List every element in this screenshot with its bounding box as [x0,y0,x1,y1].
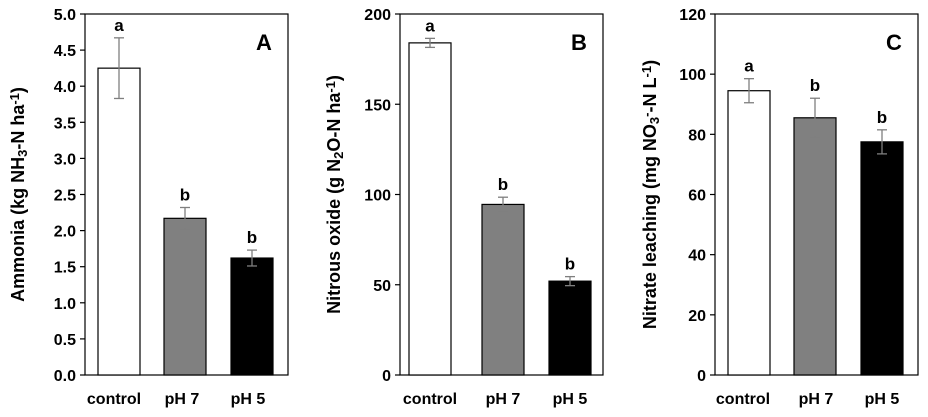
significance-letter: b [180,185,190,204]
y-axis-label-part: - [639,112,654,116]
y-axis-label-part: 3 [15,150,30,157]
bar [408,42,452,376]
y-axis-label-part: 2 [331,152,346,159]
y-tick-label: 1.0 [54,296,76,313]
bar [97,67,141,376]
y-tick-label: 2.0 [54,224,76,241]
y-tick-label: 3.5 [54,115,76,132]
y-tick-label: 0 [697,368,706,385]
y-axis-label-part: -N L [640,77,660,112]
significance-letter: b [810,76,820,95]
y-tick-label: 5.0 [54,7,76,24]
y-tick-label: 1.5 [54,260,76,277]
significance-letter: b [565,255,575,274]
y-tick-label: 4.5 [54,43,76,60]
y-tick-label: 2.5 [54,188,76,205]
y-axis-label-part: ) [8,87,28,93]
significance-letter: a [744,57,754,76]
x-tick-label: pH 7 [486,391,521,408]
significance-letter: a [114,16,124,35]
x-tick-label: pH 7 [799,391,834,408]
y-tick-label: 120 [679,7,706,24]
y-tick-label: 4.0 [54,79,76,96]
x-tick-label: pH 5 [231,391,266,408]
y-axis-label-part: -1 [639,66,654,78]
y-axis-label-part: O-N ha [324,92,344,152]
y-axis-label-part: Nitrous oxide (g N [324,159,344,314]
significance-letter: b [247,228,257,247]
bar [548,280,592,376]
bar [163,217,207,376]
y-tick-label: 200 [364,7,391,24]
y-tick-label: 100 [364,188,391,205]
y-axis-label-part: Ammonia (kg NH [8,157,28,302]
y-axis-label-part: Nitrate leaching (mg NO [640,124,660,329]
y-tick-label: 80 [688,127,706,144]
panel-label: A [256,30,272,55]
y-tick-label: 40 [688,248,706,265]
x-tick-label: pH 5 [865,391,900,408]
x-tick-label: pH 5 [553,391,588,408]
bar [230,257,274,376]
bar [860,141,904,376]
chart-panel-c: 0 20 40 60 80 100 120 a control b pH 7 b pH 5 C Nitrat… [639,7,919,408]
y-axis-label-part: ) [324,75,344,81]
y-axis-label: Ammonia (kg NH3-N ha-1) [7,87,30,302]
x-tick-label: control [403,391,457,408]
chart-panel-a: 0.0 0.5 1.0 1.5 2.0 2.5 3.0 3.5 4.0 4.5 5.0 a contro… [7,7,289,408]
y-tick-label: 100 [679,67,706,84]
y-tick-label: 0.0 [54,368,76,385]
y-tick-label: 0.5 [54,332,76,349]
y-tick-label: 60 [688,188,706,205]
x-tick-label: control [87,391,141,408]
y-axis-label: Nitrate leaching (mg NO3--N L-1) [639,60,662,329]
y-tick-label: 150 [364,97,391,114]
y-axis-label: Nitrous oxide (g N2O-N ha-1) [323,75,346,314]
x-tick-label: control [716,391,770,408]
y-axis-label-part: -1 [7,93,22,105]
y-tick-label: 50 [373,278,391,295]
chart-panel-b: 0 50 100 150 200 a control b pH 7 b pH 5 B Nitrous o… [323,7,604,408]
y-axis-label-part: -1 [323,81,338,93]
bar [727,90,771,376]
y-axis-label-part: ) [640,60,660,66]
y-axis-label-part: -N ha [8,104,28,150]
y-tick-label: 0 [382,368,391,385]
bar [481,203,525,376]
x-tick-label: pH 7 [165,391,200,408]
y-axis-label-part: 3 [647,117,662,124]
bar [793,117,837,376]
panel-label: B [571,30,587,55]
y-tick-label: 20 [688,308,706,325]
significance-letter: b [498,175,508,194]
significance-letter: b [877,108,887,127]
panel-label: C [886,30,902,55]
significance-letter: a [425,16,435,35]
y-tick-label: 3.0 [54,151,76,168]
